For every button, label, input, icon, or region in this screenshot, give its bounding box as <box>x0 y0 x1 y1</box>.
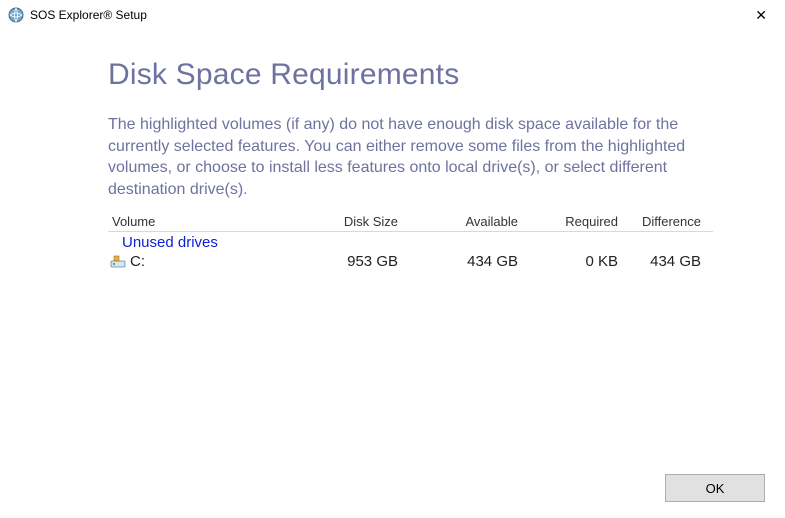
col-header-disksize[interactable]: Disk Size <box>278 214 398 229</box>
cell-available: 434 GB <box>398 253 518 270</box>
disk-table: Volume Disk Size Available Required Diff… <box>108 214 713 271</box>
page-title: Disk Space Requirements <box>108 58 713 92</box>
table-row[interactable]: C: 953 GB 434 GB 0 KB 434 GB <box>108 252 713 271</box>
col-header-available[interactable]: Available <box>398 214 518 229</box>
drive-group-label: Unused drives <box>108 232 713 252</box>
table-header: Volume Disk Size Available Required Diff… <box>108 214 713 232</box>
content-area: Disk Space Requirements The highlighted … <box>0 30 785 271</box>
app-icon <box>8 7 24 23</box>
page-description: The highlighted volumes (if any) do not … <box>108 114 698 200</box>
ok-button[interactable]: OK <box>665 474 765 502</box>
window-title: SOS Explorer® Setup <box>30 8 147 22</box>
cell-difference: 434 GB <box>618 253 713 270</box>
cell-disksize: 953 GB <box>278 253 398 270</box>
close-icon[interactable]: ✕ <box>749 6 773 24</box>
footer: OK <box>665 474 765 502</box>
drive-icon <box>110 255 126 269</box>
titlebar-left: SOS Explorer® Setup <box>8 7 147 23</box>
titlebar: SOS Explorer® Setup ✕ <box>0 0 785 30</box>
col-header-required[interactable]: Required <box>518 214 618 229</box>
col-header-volume[interactable]: Volume <box>108 214 278 229</box>
col-header-difference[interactable]: Difference <box>618 214 713 229</box>
cell-volume: C: <box>108 253 278 270</box>
cell-required: 0 KB <box>518 253 618 270</box>
drive-letter: C: <box>130 253 145 270</box>
